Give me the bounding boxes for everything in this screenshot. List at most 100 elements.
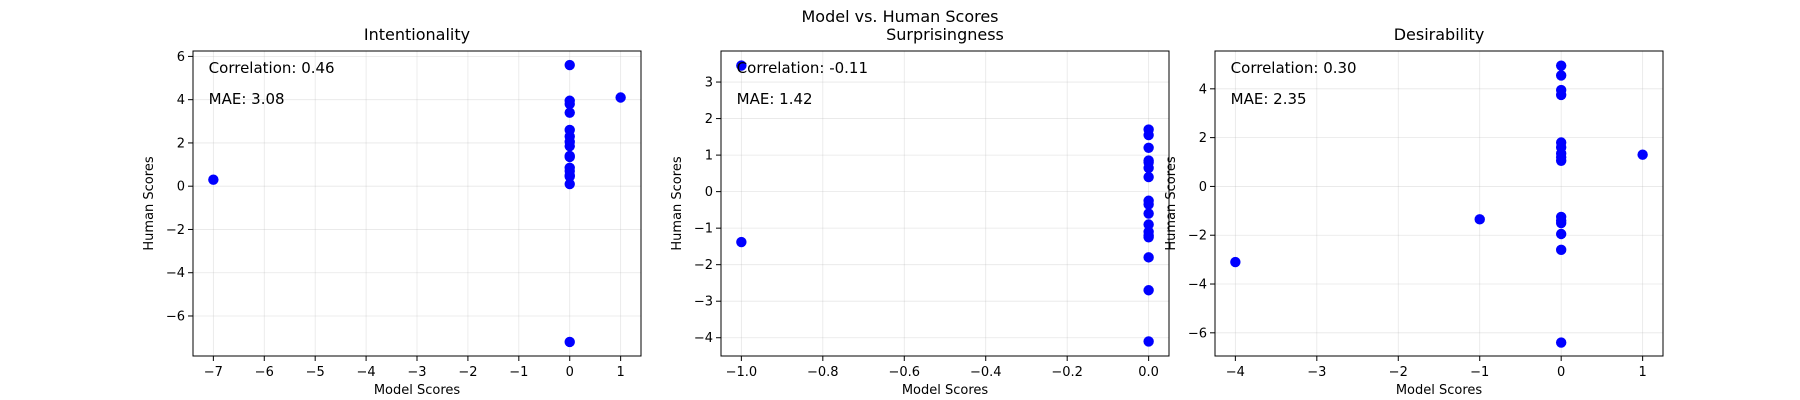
y-tick-label: 1 <box>705 149 713 164</box>
subplot-2: −1.0 −0.8 −0.6 −0.4 −0.2 0.0 −4 −3 −2 −1 0 1 2 3 Surpr… <box>670 25 1170 398</box>
y-tick-label: 3 <box>705 76 713 91</box>
x-tick-label: 0 <box>1557 365 1565 380</box>
x-axis-label: Model Scores <box>1396 383 1483 398</box>
y-tick-label: 2 <box>177 136 185 151</box>
x-tick-label: −2 <box>1389 365 1408 380</box>
scatter-point <box>615 92 626 103</box>
scatter-point <box>564 178 575 190</box>
y-tick-label: −4 <box>1188 278 1207 293</box>
x-tick-label: 1 <box>1638 365 1646 380</box>
scatter-point <box>1555 89 1567 101</box>
scatter-point <box>564 171 575 182</box>
axes-frame <box>1214 50 1664 357</box>
scatter-point <box>564 107 575 118</box>
y-tick-label: −6 <box>1188 326 1207 341</box>
x-tick-label: −7 <box>204 365 223 380</box>
scatter-point <box>1555 70 1567 81</box>
y-axis-label: Human Scores <box>670 156 685 250</box>
x-tick-label: −4 <box>1226 365 1245 380</box>
x-tick-label: 0 <box>566 365 574 380</box>
axes-frame <box>192 50 642 357</box>
scatter-point <box>736 236 747 248</box>
correlation-annotation: Correlation: 0.46 <box>209 59 335 77</box>
scatter-point <box>1143 171 1154 183</box>
y-tick-label: 2 <box>705 112 713 127</box>
y-tick-label: 0 <box>1199 180 1207 195</box>
scatter-point <box>1474 214 1485 225</box>
subplot-title: Desirability <box>1394 25 1485 44</box>
scatter-point <box>1143 129 1154 141</box>
scatter-point <box>1230 256 1241 268</box>
x-tick-label: −1.0 <box>726 365 758 380</box>
y-tick-label: −4 <box>166 266 185 281</box>
scatter-point <box>1555 217 1567 229</box>
y-tick-label: −2 <box>166 223 185 238</box>
scatter-point <box>1555 60 1567 71</box>
scatter-point <box>1143 336 1154 347</box>
x-tick-label: 0.0 <box>1138 365 1159 380</box>
scatter-point <box>736 60 747 71</box>
scatter-point <box>208 174 219 185</box>
scatter-point <box>1555 151 1567 163</box>
y-tick-label: 4 <box>177 93 185 108</box>
x-tick-label: −0.4 <box>970 365 1002 380</box>
scatter-point <box>564 336 575 348</box>
subplot-title: Surprisingness <box>886 25 1004 44</box>
subplot-3: −4 −3 −2 −1 0 1 −6 −4 −2 0 2 4 Desirability Model Sco… <box>1164 25 1664 398</box>
scatter-point <box>564 151 575 163</box>
scatter-point <box>1637 149 1648 160</box>
x-axis-label: Model Scores <box>374 383 461 398</box>
figure-suptitle: Model vs. Human Scores <box>801 7 998 26</box>
x-tick-label: −5 <box>306 365 325 380</box>
x-tick-label: −0.2 <box>1051 365 1083 380</box>
scatter-point <box>1143 155 1154 166</box>
subplot-1: −7 −6 −5 −4 −3 −2 −1 0 1 −6 −4 −2 0 2 4 6 Intentionality… <box>142 25 642 398</box>
correlation-annotation: Correlation: 0.30 <box>1231 59 1357 77</box>
x-tick-label: −0.6 <box>888 365 920 380</box>
axes-frame <box>720 50 1170 357</box>
scatter-point <box>564 98 575 110</box>
y-tick-label: −4 <box>694 331 713 346</box>
mae-annotation: MAE: 3.08 <box>209 90 285 108</box>
subplot-title: Intentionality <box>364 25 470 44</box>
scatter-point <box>1143 232 1154 243</box>
scatter-point <box>1143 199 1154 210</box>
scatter-point <box>1143 285 1154 296</box>
scatter-point <box>564 59 575 71</box>
scatter-point <box>1555 337 1567 348</box>
y-tick-label: −3 <box>694 295 713 310</box>
correlation-annotation: Correlation: -0.11 <box>737 59 868 77</box>
scatter-point <box>1555 244 1567 256</box>
y-axis-label: Human Scores <box>142 156 157 250</box>
scatter-point <box>564 140 575 152</box>
scatter-point <box>1555 228 1567 240</box>
x-tick-label: −1 <box>1470 365 1489 380</box>
x-tick-label: −3 <box>407 365 426 380</box>
y-tick-label: −2 <box>1188 229 1207 244</box>
scatter-point <box>1143 252 1154 263</box>
scatter-point <box>1143 208 1154 219</box>
scatter-point <box>1143 162 1154 174</box>
x-axis-label: Model Scores <box>902 383 989 398</box>
x-tick-label: −3 <box>1307 365 1326 380</box>
y-tick-label: 0 <box>705 185 713 200</box>
subplots: −7 −6 −5 −4 −3 −2 −1 0 1 −6 −4 −2 0 2 4 6 Intentionality… <box>142 25 1664 398</box>
mae-annotation: MAE: 2.35 <box>1231 90 1307 108</box>
y-tick-label: −6 <box>166 309 185 324</box>
x-tick-label: −1 <box>509 365 528 380</box>
y-axis-label: Human Scores <box>1164 156 1179 250</box>
x-tick-label: −4 <box>357 365 376 380</box>
y-tick-label: −2 <box>694 258 713 273</box>
x-tick-label: −6 <box>255 365 274 380</box>
mae-annotation: MAE: 1.42 <box>737 90 813 108</box>
y-tick-label: 6 <box>177 50 185 65</box>
y-tick-label: −1 <box>694 222 713 237</box>
x-tick-label: −0.8 <box>807 365 839 380</box>
y-tick-label: 4 <box>1199 82 1207 97</box>
scatter-point <box>1143 219 1154 230</box>
y-tick-label: 2 <box>1199 131 1207 146</box>
scatter-point <box>1143 142 1154 153</box>
x-tick-label: −2 <box>458 365 477 380</box>
y-tick-label: 0 <box>177 180 185 195</box>
